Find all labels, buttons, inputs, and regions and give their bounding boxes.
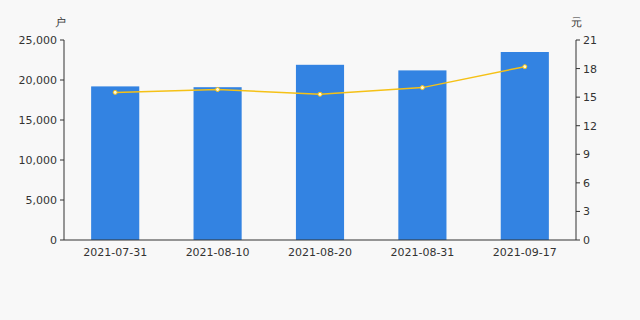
bar [501, 52, 549, 240]
y2-tick-label: 18 [583, 63, 597, 76]
y2-axis-label: 元 [571, 16, 582, 29]
y-tick-label: 25,000 [19, 34, 58, 47]
y2-tick-label: 12 [583, 120, 597, 133]
plot-area [91, 52, 549, 240]
y2-axis-line [576, 40, 577, 240]
y2-tick-label: 3 [583, 205, 590, 218]
y2-tick [576, 68, 580, 69]
line [115, 67, 525, 95]
y2-tick-label: 6 [583, 177, 590, 190]
y2-tick-label: 9 [583, 148, 590, 161]
y2-tick-label: 21 [583, 34, 597, 47]
line-marker [318, 92, 322, 96]
bar [194, 87, 242, 240]
y2-tick [576, 97, 580, 98]
y2-tick [576, 125, 580, 126]
line-marker [113, 90, 117, 94]
y-tick [60, 120, 64, 121]
y2-tick-label: 0 [583, 234, 590, 247]
y2-tick [576, 240, 580, 241]
y2-tick-label: 15 [583, 91, 597, 104]
x-tick-label: 2021-08-10 [186, 246, 250, 259]
bar [91, 86, 139, 240]
bar [398, 70, 446, 240]
y2-tick [576, 182, 580, 183]
y2-tick [576, 154, 580, 155]
y-tick-label: 15,000 [19, 114, 58, 127]
y2-tick [576, 40, 580, 41]
y-tick [60, 40, 64, 41]
y-tick [60, 80, 64, 81]
y-tick [60, 200, 64, 201]
bar [296, 65, 344, 240]
x-tick-label: 2021-08-31 [390, 246, 454, 259]
y-tick [60, 160, 64, 161]
x-tick-label: 2021-08-20 [288, 246, 352, 259]
y-axis-label: 户 [55, 16, 66, 29]
y-tick [60, 240, 64, 241]
y-tick-label: 20,000 [19, 74, 58, 87]
chart: 0 5,000 10,000 15,000 20,000 25,000 0 3 6 9 12 15 18… [0, 0, 640, 320]
y-tick-label: 10,000 [19, 154, 58, 167]
line-marker [523, 65, 527, 69]
x-axis-line [64, 240, 576, 241]
line-marker [420, 86, 424, 90]
x-tick-label: 2021-09-17 [493, 246, 557, 259]
y-axis-line [64, 40, 65, 240]
x-tick-label: 2021-07-31 [83, 246, 147, 259]
line-marker [216, 88, 220, 92]
y-tick-label: 0 [50, 234, 57, 247]
y2-tick [576, 211, 580, 212]
y-tick-label: 5,000 [26, 194, 58, 207]
